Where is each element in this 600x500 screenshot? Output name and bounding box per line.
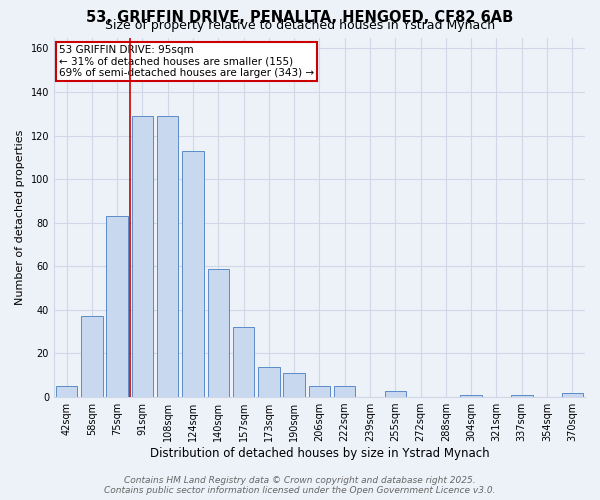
Bar bbox=[81, 316, 103, 397]
Bar bbox=[258, 366, 280, 397]
Bar bbox=[309, 386, 330, 397]
Bar bbox=[334, 386, 355, 397]
Bar bbox=[511, 395, 533, 397]
Text: Size of property relative to detached houses in Ystrad Mynach: Size of property relative to detached ho… bbox=[105, 19, 495, 32]
X-axis label: Distribution of detached houses by size in Ystrad Mynach: Distribution of detached houses by size … bbox=[149, 447, 489, 460]
Bar bbox=[460, 395, 482, 397]
Bar bbox=[385, 390, 406, 397]
Bar bbox=[131, 116, 153, 397]
Bar bbox=[283, 373, 305, 397]
Y-axis label: Number of detached properties: Number of detached properties bbox=[15, 130, 25, 305]
Text: 53 GRIFFIN DRIVE: 95sqm
← 31% of detached houses are smaller (155)
69% of semi-d: 53 GRIFFIN DRIVE: 95sqm ← 31% of detache… bbox=[59, 44, 314, 78]
Bar bbox=[233, 328, 254, 397]
Bar bbox=[208, 268, 229, 397]
Bar bbox=[182, 151, 204, 397]
Bar bbox=[106, 216, 128, 397]
Bar bbox=[157, 116, 178, 397]
Text: Contains HM Land Registry data © Crown copyright and database right 2025.
Contai: Contains HM Land Registry data © Crown c… bbox=[104, 476, 496, 495]
Bar bbox=[562, 392, 583, 397]
Text: 53, GRIFFIN DRIVE, PENALLTA, HENGOED, CF82 6AB: 53, GRIFFIN DRIVE, PENALLTA, HENGOED, CF… bbox=[86, 10, 514, 25]
Bar bbox=[56, 386, 77, 397]
